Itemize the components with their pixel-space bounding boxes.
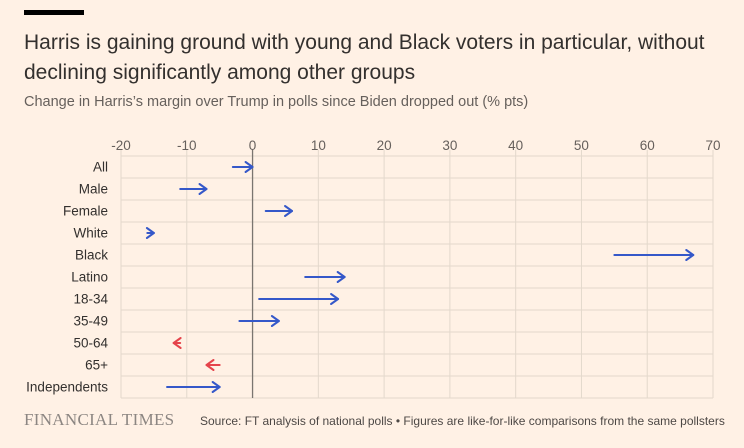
category-label: 50-64 bbox=[73, 336, 108, 351]
x-tick-label: -10 bbox=[177, 138, 197, 153]
category-labels: All Male Female White Black Latino 18-34 35-49 5… bbox=[26, 160, 108, 395]
chart-title: Harris is gaining ground with young and … bbox=[24, 31, 705, 84]
brand-accent-bar bbox=[24, 10, 84, 15]
category-label: Male bbox=[79, 182, 108, 197]
x-tick-label: 60 bbox=[640, 138, 655, 153]
arrow-head bbox=[211, 381, 221, 393]
source-note: Source: FT analysis of national polls • … bbox=[200, 414, 725, 428]
category-label: 18-34 bbox=[73, 292, 108, 307]
x-tick-label: 20 bbox=[377, 138, 392, 153]
arrow-head bbox=[685, 249, 695, 261]
arrow-series bbox=[145, 161, 695, 393]
x-axis-ticks: -20 -10 0 10 20 30 40 50 60 70 bbox=[111, 138, 720, 153]
arrow-head bbox=[145, 227, 155, 239]
x-tick-label: 10 bbox=[311, 138, 326, 153]
financial-times-logo: FINANCIAL TIMES bbox=[24, 410, 175, 429]
x-tick-label: -20 bbox=[111, 138, 131, 153]
x-tick-label: 30 bbox=[442, 138, 457, 153]
category-label: Female bbox=[63, 204, 108, 219]
arrow-chart: All Male Female White Black Latino 18-34 35-49 5… bbox=[26, 138, 721, 399]
category-label: Latino bbox=[71, 270, 108, 285]
arrow-head bbox=[270, 315, 280, 327]
arrow-head bbox=[244, 161, 254, 173]
arrow-head bbox=[336, 271, 346, 283]
arrow-head bbox=[198, 183, 208, 195]
category-label: 65+ bbox=[85, 358, 108, 373]
arrow-head bbox=[172, 337, 182, 349]
x-tick-label: 40 bbox=[508, 138, 523, 153]
category-label: 35-49 bbox=[73, 314, 108, 329]
category-label: Black bbox=[75, 248, 108, 263]
arrow-head bbox=[205, 359, 215, 371]
category-label: Independents bbox=[26, 380, 108, 395]
chart-subtitle: Change in Harris’s margin over Trump in … bbox=[24, 94, 529, 110]
category-label: White bbox=[73, 226, 108, 241]
category-label: All bbox=[93, 160, 108, 175]
arrow-head bbox=[284, 205, 294, 217]
x-tick-label: 50 bbox=[574, 138, 589, 153]
x-tick-label: 70 bbox=[705, 138, 720, 153]
x-tick-label: 0 bbox=[249, 138, 257, 153]
grid-layer bbox=[120, 150, 714, 399]
arrow-head bbox=[330, 293, 340, 305]
